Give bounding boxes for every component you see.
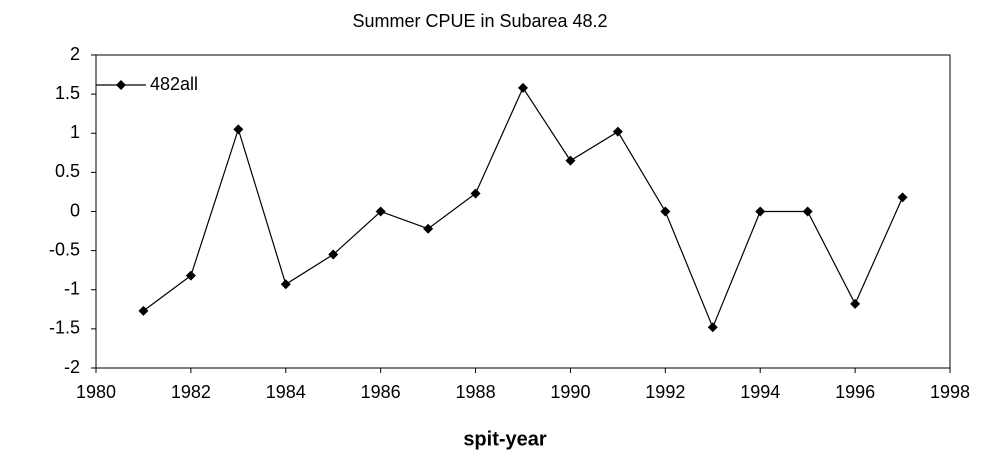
data-point <box>185 270 196 281</box>
x-axis-label: spit-year <box>463 428 547 450</box>
x-tick-label: 1982 <box>171 382 211 402</box>
data-point <box>470 188 481 199</box>
x-tick-label: 1986 <box>361 382 401 402</box>
x-tick-label: 1992 <box>645 382 685 402</box>
data-line <box>143 86 904 329</box>
y-tick-label: 2 <box>70 44 80 64</box>
data-point <box>328 249 339 260</box>
data-point <box>755 206 766 217</box>
x-tick-label: 1980 <box>76 382 116 402</box>
y-tick-label: 0.5 <box>55 161 80 181</box>
y-tick-label: -1 <box>64 279 80 299</box>
x-tick-label: 1984 <box>266 382 306 402</box>
y-tick-label: -0.5 <box>49 239 80 259</box>
data-point <box>707 322 718 333</box>
data-point <box>802 206 813 217</box>
y-tick-label: 0 <box>70 200 80 220</box>
chart-title: Summer CPUE in Subarea 48.2 <box>352 11 607 31</box>
legend-label: 482all <box>150 74 198 94</box>
data-point <box>423 223 434 234</box>
data-point <box>565 155 576 166</box>
y-tick-label: -2 <box>64 357 80 377</box>
y-tick-label: -1.5 <box>49 318 80 338</box>
data-point <box>612 126 623 137</box>
legend-marker <box>116 80 126 90</box>
data-point <box>897 192 908 203</box>
data-point <box>138 305 149 316</box>
plot-area <box>95 54 951 369</box>
x-tick-label: 1990 <box>550 382 590 402</box>
x-tick-label: 1998 <box>930 382 970 402</box>
data-point <box>660 206 671 217</box>
x-tick-label: 1996 <box>835 382 875 402</box>
data-point <box>518 82 528 93</box>
data-point <box>233 124 244 135</box>
x-tick-label: 1988 <box>456 382 496 402</box>
y-tick-label: 1.5 <box>55 83 80 103</box>
data-point <box>375 206 386 217</box>
x-tick-label: 1994 <box>740 382 780 402</box>
y-tick-label: 1 <box>70 122 80 142</box>
data-point <box>850 298 861 309</box>
data-point <box>280 279 291 290</box>
